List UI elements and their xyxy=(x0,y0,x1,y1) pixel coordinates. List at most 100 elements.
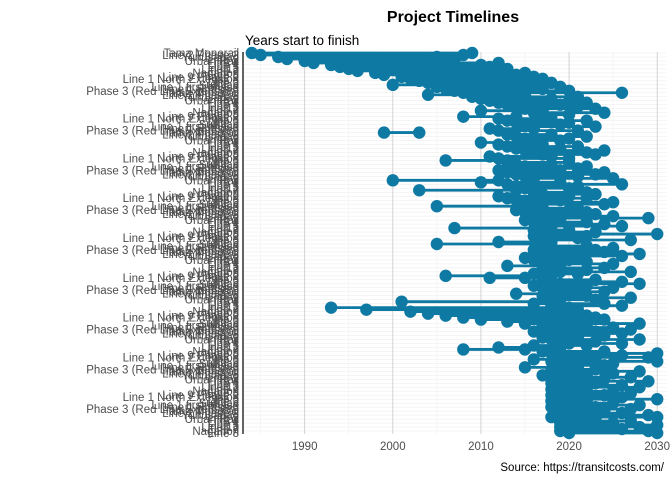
y-axis-label: Line 13 xyxy=(201,223,239,235)
y-axis-label: Line 3 xyxy=(208,396,239,408)
project-end-point xyxy=(615,327,629,340)
y-axis-label: Line 8 xyxy=(208,309,239,321)
y-axis-label: Line 1 Phase 3 xyxy=(162,243,239,255)
y-axis-label: Line 9 Phase 2 xyxy=(162,191,239,203)
y-axis-label: Line 1 xyxy=(208,140,239,152)
project-dumbbell xyxy=(562,426,664,440)
y-axis-label: Yunusabad xyxy=(181,410,239,422)
y-axis-label: Line 13 xyxy=(201,303,239,315)
project-end-point xyxy=(580,114,593,127)
y-axis-label: Urban Rail xyxy=(185,175,239,187)
y-axis-label: Nagahori xyxy=(192,187,239,199)
x-axis-ticks: 1990 2000 2010 2020 2030 xyxy=(292,441,670,453)
y-axis-label: Line 2 Phase 2 xyxy=(162,329,239,341)
project-end-point xyxy=(615,299,629,312)
y-axis-label: Line 9 Phase 2 xyxy=(162,72,239,84)
project-start-point xyxy=(421,307,435,320)
y-axis-label: Line 1 North Extension xyxy=(123,114,239,126)
y-axis-label: Line 2 xyxy=(208,213,239,225)
y-axis-label: Line 2 Phase 2 xyxy=(162,169,239,181)
y-axis-label: Sullivan xyxy=(199,120,239,132)
y-axis-label: Urban Rail xyxy=(185,295,239,307)
y-axis-label: Phase 3 (Red Line Extension) xyxy=(86,364,239,376)
y-axis-label: Nagahori xyxy=(192,426,239,438)
project-end-point xyxy=(554,118,567,131)
project-start-point xyxy=(254,48,267,62)
y-axis-label: Line 9 Phase 2 xyxy=(162,112,239,124)
y-axis-label: Line 4 xyxy=(208,297,240,309)
y-axis-label: Line 1 xyxy=(208,179,239,191)
y-axis-label: Line 1 North Extension xyxy=(123,273,239,285)
project-end-point xyxy=(633,317,646,330)
y-axis-label: Line 5 xyxy=(208,301,239,313)
y-axis-label: Line 2 xyxy=(208,173,239,185)
y-axis-label: Line 1 Phase 3 xyxy=(162,402,239,414)
project-start-point xyxy=(448,221,461,235)
project-start-point xyxy=(430,199,444,213)
y-axis-label: Line 2 xyxy=(208,333,239,345)
y-axis-label: Line 7 xyxy=(208,265,239,277)
project-end-point xyxy=(509,184,523,197)
y-axis-label: Line 1 xyxy=(208,100,239,112)
y-axis-label: Line 9 Phase 2 xyxy=(162,350,239,362)
project-start-point xyxy=(307,56,320,70)
y-axis-label: Line 2 xyxy=(208,293,239,305)
y-axis-label: Nagahori xyxy=(192,68,239,80)
y-axis-label: Line 9 Phase 2 xyxy=(162,231,239,243)
y-axis-label: Line 6 xyxy=(208,275,239,287)
y-axis-label: Urban Rail xyxy=(185,136,239,148)
project-end-point xyxy=(633,333,646,346)
y-axis-label: Line 7 xyxy=(208,185,239,197)
project-start-point xyxy=(492,235,505,249)
y-axis-label: Sullivan xyxy=(199,80,239,92)
y-axis-label: Line 3 xyxy=(208,277,239,289)
y-axis-label: Line 1 North Extension xyxy=(123,153,239,165)
project-start-point xyxy=(474,313,488,326)
y-axis-label: Tama Monorail xyxy=(164,48,239,60)
y-axis-label: Sullivan xyxy=(199,199,239,211)
y-axis-label: Line 13 xyxy=(201,422,239,434)
project-start-point xyxy=(518,317,532,330)
y-axis-label: Line 1 xyxy=(208,418,239,430)
y-axis-label: Line 2 Phase 2 xyxy=(162,289,239,301)
y-axis-label: Line 1 xyxy=(208,299,239,311)
y-axis-label: Tama Monorail xyxy=(164,128,239,140)
y-axis-label: Line 3 xyxy=(208,356,239,368)
y-axis-label: Line 5 xyxy=(208,142,239,154)
project-end-point xyxy=(633,381,646,394)
project-start-point xyxy=(439,154,452,167)
dumbbell-marks xyxy=(245,46,664,440)
x-tick-label: 2020 xyxy=(556,441,582,453)
y-axis-label: Line 6 xyxy=(208,76,239,88)
project-end-point xyxy=(518,271,532,285)
y-axis-label: Line 6 xyxy=(208,394,239,406)
project-start-point xyxy=(483,271,496,285)
project-start-point xyxy=(413,184,426,197)
project-start-point xyxy=(377,68,391,82)
y-axis-label: Line 1 North Extension xyxy=(123,352,239,364)
project-end-point xyxy=(633,247,646,261)
y-axis-label: Line 9 Phase 2 xyxy=(162,390,239,402)
y-axis-label: Line 2 xyxy=(208,253,239,265)
y-axis-label: Line 3 xyxy=(208,317,239,329)
y-axis-label: Line 5 xyxy=(208,380,239,392)
project-start-point xyxy=(280,52,294,66)
project-start-point xyxy=(386,78,400,92)
x-tick-label: 1990 xyxy=(292,441,318,453)
chart-caption: Source: https://transitcosts.com/ xyxy=(500,462,664,474)
y-axis-label: Line 4 xyxy=(208,138,240,150)
y-axis-label: Line 4 xyxy=(208,217,240,229)
project-end-point xyxy=(615,86,629,99)
y-axis-label: Line 8 xyxy=(208,110,239,122)
y-axis-label: Line 8 xyxy=(208,229,239,241)
y-axis-label: Line 3 xyxy=(208,118,239,130)
y-axis-label: Line 13 xyxy=(201,263,239,275)
y-axis-label: Tama Monorail xyxy=(164,207,239,219)
y-axis-label: Yunusabad xyxy=(181,211,239,223)
project-end-point xyxy=(615,337,629,350)
project-end-point xyxy=(606,172,620,185)
y-axis-label: Urban Rail xyxy=(185,56,239,68)
y-axis-label: Line 2 xyxy=(208,54,239,66)
